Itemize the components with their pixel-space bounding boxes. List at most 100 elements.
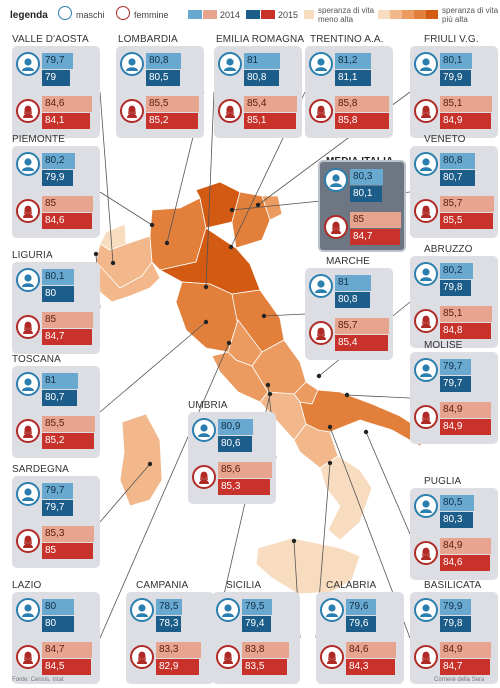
bar-male-2014: 80,5 (440, 495, 474, 511)
female-icon (16, 645, 40, 669)
bar-male-2015: 79,9 (440, 70, 471, 86)
region-card-toscana: 81 80,7 85,5 85,2 (12, 366, 100, 458)
region-card-campania: 78,5 78,3 83,3 82,9 (126, 592, 214, 684)
female-icon (414, 405, 438, 429)
bar-male-2014: 79,7 (42, 483, 73, 499)
bar-female-2014: 84,7 (42, 642, 92, 658)
region-card-molise: 79,7 79,7 84,9 84,9 (410, 352, 498, 444)
leader-line-valle-d-aosta (99, 91, 114, 264)
leader-dot-toscana (203, 319, 209, 325)
region-title-calabria: CALABRIA (326, 580, 377, 591)
leader-dot-valle-d-aosta (110, 260, 116, 266)
male-icon (414, 262, 438, 286)
male-icon (324, 168, 348, 192)
bar-female-2015: 84,7 (42, 329, 92, 345)
legend-gradient-step-5 (426, 10, 438, 19)
leader-dot-calabria (327, 460, 333, 466)
male-icon (414, 52, 438, 76)
region-title-lazio: LAZIO (12, 580, 42, 591)
male-icon (16, 372, 40, 396)
region-card-puglia: 80,5 80,3 84,9 84,6 (410, 488, 498, 580)
legend-low-text: speranza di vita meno alta (318, 6, 374, 24)
male-icon (130, 598, 154, 622)
female-icon (320, 645, 344, 669)
bar-male-2015: 79,6 (346, 616, 376, 632)
legend-high-text: speranza di vita più alta (442, 6, 498, 24)
bar-female-2015: 84,5 (42, 659, 91, 675)
region-title-liguria: LIGURIA (12, 250, 53, 261)
bar-female-2015: 85,2 (146, 113, 198, 129)
legend-male-label: maschi (76, 10, 105, 20)
male-icon (414, 152, 438, 176)
region-title-basilicata: BASILICATA (424, 580, 482, 591)
female-icon (414, 541, 438, 565)
region-title-puglia: PUGLIA (424, 476, 462, 487)
legend-female-label: femmine (134, 10, 169, 20)
region-card-sardegna: 79,7 79,7 85,3 85 (12, 476, 100, 568)
bar-female-2014: 85,1 (440, 306, 492, 322)
leader-line-sardegna (99, 463, 151, 523)
bar-male-2015: 79,4 (242, 616, 271, 632)
female-icon (309, 321, 333, 345)
bar-male-2015: 80,6 (218, 436, 252, 452)
credit-note: Corriere della Sera (434, 677, 485, 683)
female-icon (116, 6, 130, 20)
female-icon (130, 645, 154, 669)
male-icon (16, 598, 40, 622)
male-icon (320, 598, 344, 622)
source-note: Fonte: Censis, Istat (12, 677, 64, 683)
bar-male-2014: 81 (244, 53, 280, 69)
bar-female-2015: 85,4 (335, 335, 388, 351)
bar-male-2015: 79,7 (440, 376, 471, 392)
bar-male-2014: 78,5 (156, 599, 182, 615)
bar-female-2014: 84,9 (440, 642, 491, 658)
bar-male-2014: 80,3 (350, 169, 383, 185)
leader-dot-emilia-romagna (203, 284, 209, 290)
male-icon (216, 598, 240, 622)
bar-male-2014: 80,2 (440, 263, 473, 279)
bar-female-2015: 85,8 (335, 113, 389, 129)
bar-female-2015: 85,2 (42, 433, 94, 449)
region-title-sardegna: SARDEGNA (12, 464, 69, 475)
bar-female-2014: 85,7 (335, 318, 389, 334)
bar-male-2015: 80,7 (42, 390, 77, 406)
male-icon (309, 52, 333, 76)
bar-male-2015: 80,7 (440, 170, 475, 186)
bar-female-2015: 84,7 (350, 229, 400, 245)
bar-male-2014: 80 (42, 599, 74, 615)
region-card-trentino-a-a: 81,2 81,1 85,8 85,8 (305, 46, 393, 138)
region-card-media-italia: 80,3 80,1 85 84,7 (318, 160, 406, 252)
bar-female-2015: 84,6 (42, 213, 92, 229)
bar-female-2014: 85,7 (440, 196, 494, 212)
female-icon (16, 99, 40, 123)
male-icon (16, 268, 40, 292)
bar-female-2015: 84,7 (440, 659, 490, 675)
legend-gradient-step-2 (390, 10, 402, 19)
male-icon (16, 482, 40, 506)
bar-female-2014: 85,4 (244, 96, 297, 112)
legend-2014-label: 2014 (220, 10, 241, 20)
leader-dot-basilicata (327, 424, 333, 430)
bar-female-2015: 82,9 (156, 659, 199, 675)
legend-2015-swatch-female (261, 10, 275, 19)
region-title-campania: CAMPANIA (136, 580, 189, 591)
bar-female-2015: 83,5 (242, 659, 287, 675)
legend-gradient-step-1 (378, 10, 390, 19)
bar-male-2015: 80,5 (146, 70, 180, 86)
bar-male-2015: 79 (42, 70, 70, 86)
bar-male-2015: 80,8 (244, 70, 279, 86)
bar-male-2014: 80,1 (42, 269, 74, 285)
legend-low-line2: meno alta (318, 15, 354, 24)
bar-female-2014: 85 (350, 212, 401, 228)
legend-2015-label: 2015 (278, 10, 299, 20)
bar-male-2015: 79,8 (440, 280, 471, 296)
male-icon (414, 598, 438, 622)
bar-female-2015: 85,1 (244, 113, 296, 129)
bar-male-2015: 79,7 (42, 500, 73, 516)
leader-line-toscana (99, 321, 207, 413)
female-icon (414, 645, 438, 669)
region-title-molise: MOLISE (424, 340, 463, 351)
leader-dot-lombardia (164, 240, 170, 246)
